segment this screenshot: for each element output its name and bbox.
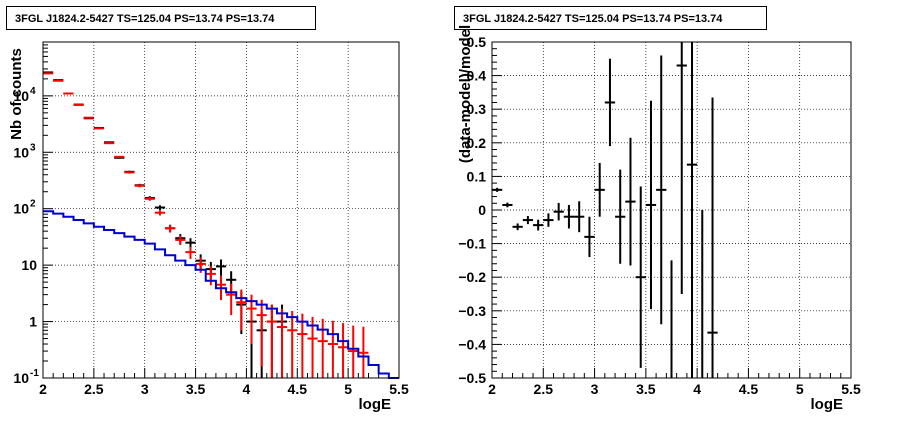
y-tick-exponent: -1 (30, 368, 39, 379)
x-tick-label: 5.5 (389, 381, 409, 397)
y-tick-label: −0.4 (458, 336, 486, 352)
y-tick-label: 0 (478, 202, 486, 218)
x-tick-label: 3.5 (636, 381, 656, 397)
right-chart-title: 3FGL J1824.2-5427 TS=125.04 PS=13.74 PS=… (454, 6, 767, 30)
y-tick-exponent: 2 (30, 199, 36, 210)
y-tick-exponent: 4 (30, 86, 36, 97)
x-axis-label: logE (359, 396, 392, 413)
y-axis-label: Nb of counts (8, 48, 25, 140)
x-tick-label: 2 (488, 381, 496, 397)
y-tick-label: 0.5 (467, 34, 487, 50)
y-tick-label: −0.3 (458, 303, 486, 319)
plot-frame (42, 41, 400, 379)
x-tick-label: 4 (243, 381, 251, 397)
y-tick-label: 10 (21, 257, 37, 273)
y-tick-label: 10 (13, 88, 29, 104)
model-step-line (43, 210, 399, 379)
y-tick-label: 10 (13, 370, 29, 386)
y-tick-label: 0.2 (467, 135, 487, 151)
x-tick-label: 3 (141, 381, 149, 397)
y-tick-label: 10 (13, 144, 29, 160)
y-tick-label: 0.3 (467, 101, 487, 117)
x-tick-label: 5.5 (841, 381, 861, 397)
x-axis-label: logE (811, 396, 844, 413)
x-tick-label: 2.5 (84, 381, 104, 397)
residual-plot: 2 2.5 3 3.5 4 4.5 5 5.5 −0.5 −0.4 −0.3 −0.2 −0.1 0 0.1… (457, 25, 861, 413)
y-tick-label: 0.4 (467, 68, 487, 84)
y-tick-label: −0.1 (458, 236, 486, 252)
x-tick-label: 5 (344, 381, 352, 397)
x-tick-label: 4.5 (739, 381, 759, 397)
x-tick-label: 4.5 (288, 381, 308, 397)
y-tick-label: 10 (13, 201, 29, 217)
y-tick-label: −0.5 (458, 370, 486, 386)
plot-frame (491, 41, 852, 379)
x-tick-label: 5 (796, 381, 804, 397)
x-tick-label: 4 (693, 381, 701, 397)
y-tick-label: −0.2 (458, 269, 486, 285)
y-tick-label: 1 (29, 314, 37, 330)
x-tick-label: 2 (39, 381, 47, 397)
x-tick-label: 2.5 (534, 381, 554, 397)
x-tick-label: 3 (591, 381, 599, 397)
y-tick-exponent: 3 (30, 142, 36, 153)
y-axis-label: (data-model)/model (457, 25, 474, 163)
x-tick-label: 3.5 (186, 381, 206, 397)
left-chart-title: 3FGL J1824.2-5427 TS=125.04 PS=13.74 PS=… (6, 6, 316, 30)
y-tick-label: 0.1 (467, 168, 487, 184)
